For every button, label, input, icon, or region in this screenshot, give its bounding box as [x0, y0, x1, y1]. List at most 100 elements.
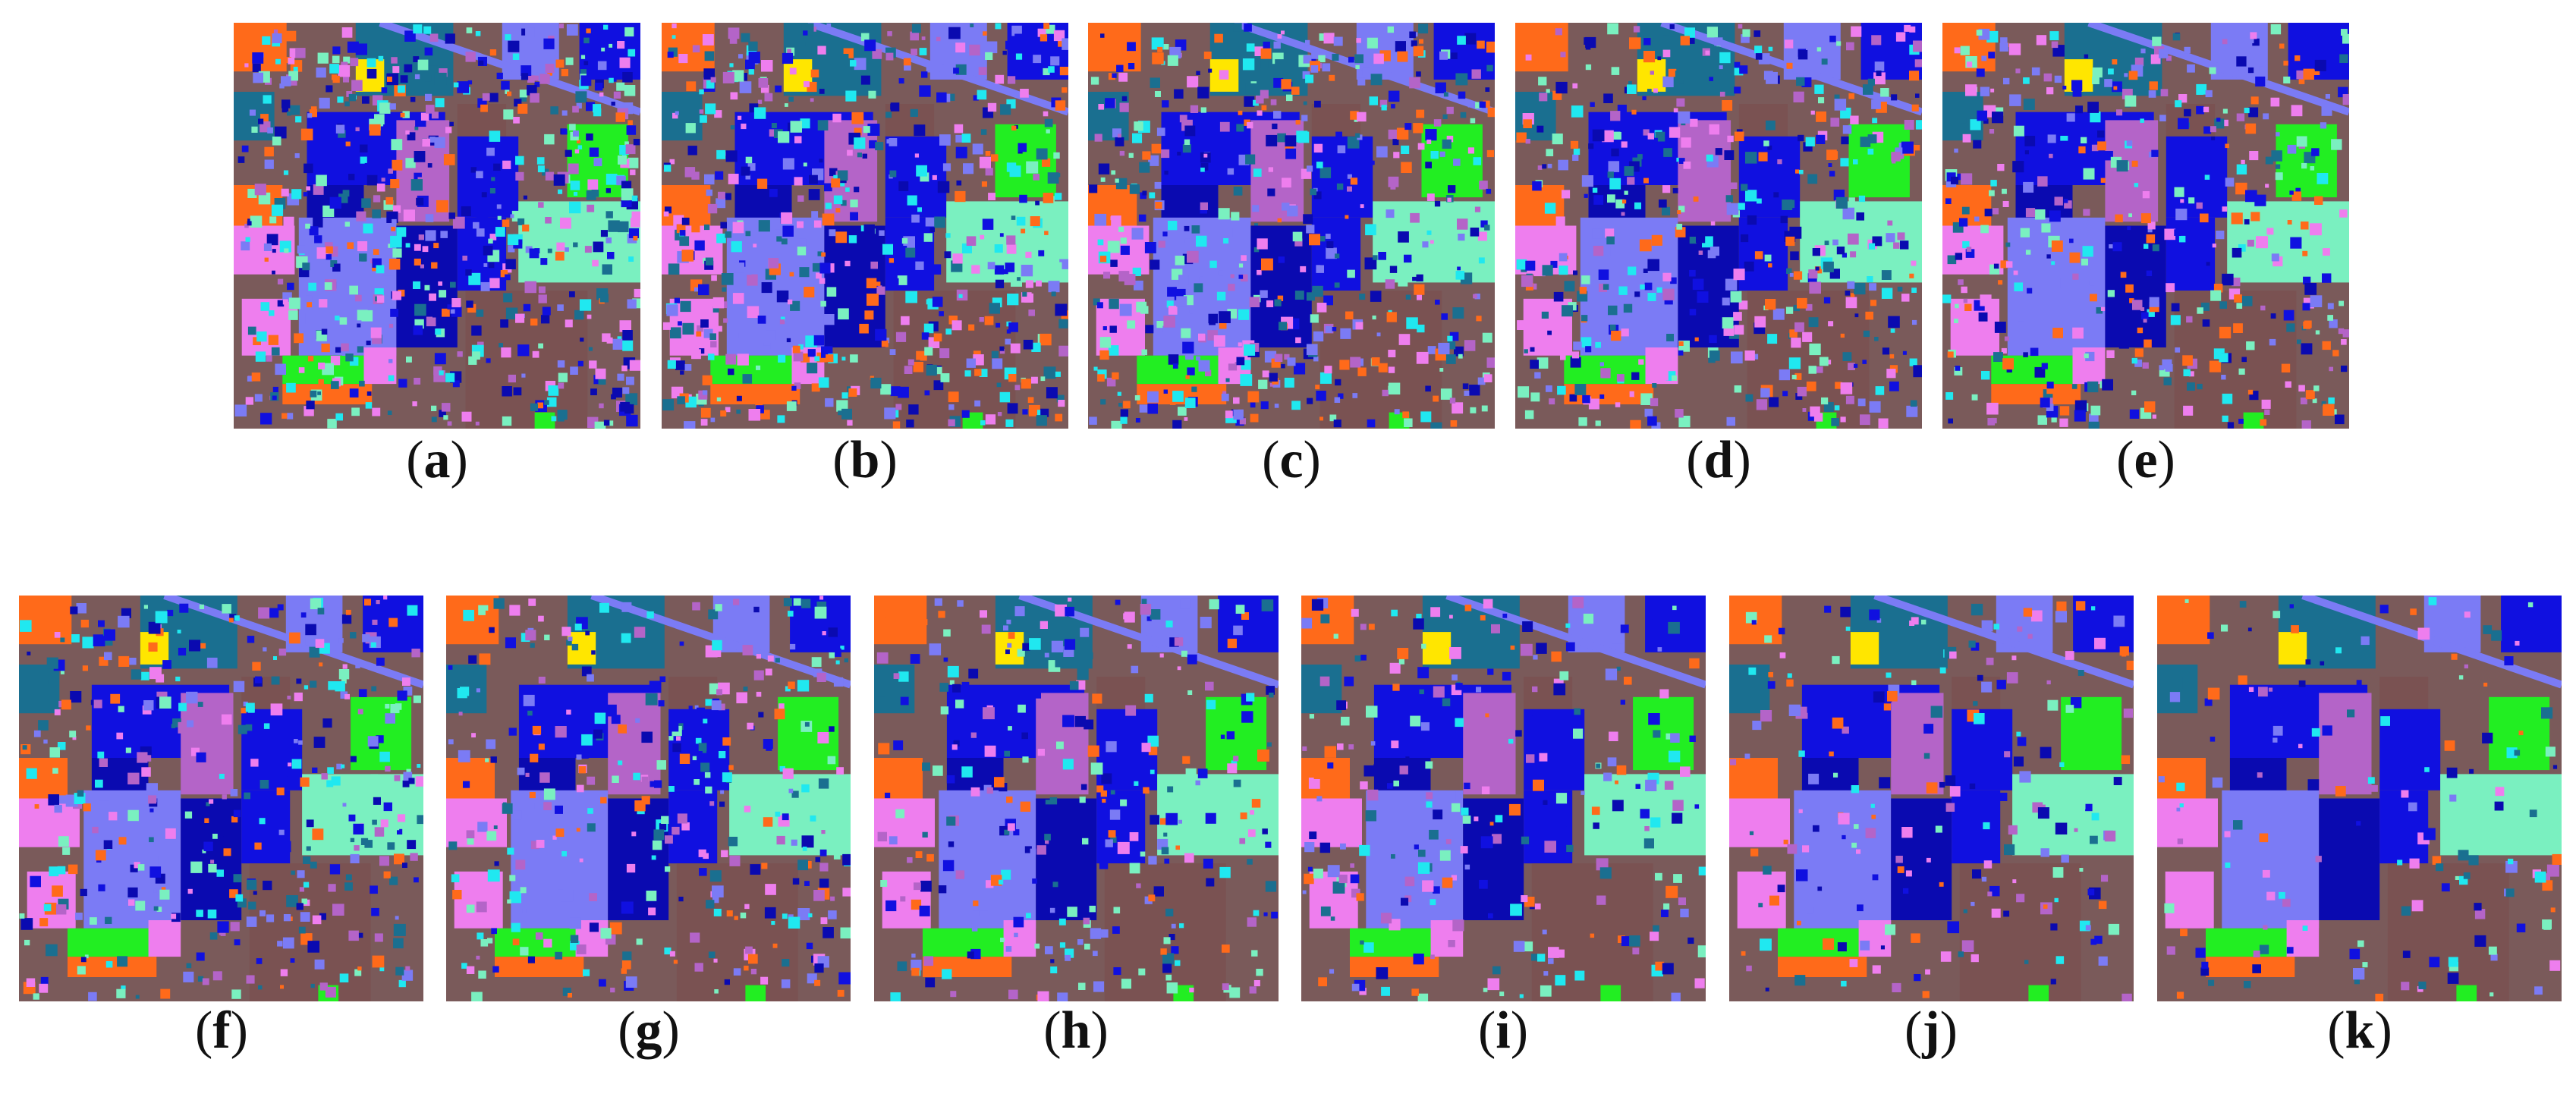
noise-pixel	[790, 121, 802, 133]
noise-pixel	[2001, 347, 2007, 354]
noise-pixel	[946, 775, 955, 784]
noise-pixel	[1241, 711, 1253, 723]
noise-pixel	[322, 363, 334, 376]
noise-pixel	[819, 278, 826, 284]
noise-pixel	[1241, 255, 1247, 261]
noise-pixel	[478, 970, 486, 979]
noise-pixel	[926, 61, 937, 73]
noise-pixel	[1294, 291, 1304, 300]
noise-pixel	[450, 281, 456, 288]
noise-pixel	[1047, 172, 1059, 184]
noise-pixel	[659, 823, 667, 831]
noise-pixel	[2483, 682, 2488, 687]
noise-pixel	[599, 92, 604, 97]
noise-pixel	[1394, 409, 1400, 415]
noise-pixel	[1696, 234, 1706, 244]
noise-pixel	[1351, 888, 1360, 898]
noise-pixel	[2515, 640, 2520, 646]
noise-pixel	[2074, 400, 2087, 412]
noise-pixel	[2200, 302, 2210, 311]
noise-pixel	[1984, 209, 1993, 217]
class-region-pink	[148, 920, 181, 957]
noise-pixel	[878, 285, 882, 290]
noise-pixel	[662, 399, 675, 411]
noise-pixel	[850, 212, 858, 221]
noise-pixel	[1254, 627, 1266, 639]
noise-pixel	[339, 973, 349, 982]
noise-pixel	[247, 326, 256, 335]
noise-pixel	[171, 913, 177, 919]
noise-pixel	[2216, 231, 2225, 240]
noise-pixel	[1111, 215, 1121, 226]
noise-pixel	[938, 611, 945, 618]
noise-pixel	[602, 333, 611, 342]
noise-pixel	[1453, 159, 1461, 166]
noise-pixel	[1779, 369, 1790, 381]
noise-pixel	[348, 174, 355, 181]
noise-pixel	[811, 383, 820, 392]
noise-pixel	[284, 248, 289, 253]
noise-pixel	[1724, 150, 1735, 160]
noise-pixel	[1260, 290, 1268, 298]
noise-pixel	[2341, 365, 2348, 372]
noise-pixel	[1906, 405, 1918, 417]
noise-pixel	[1042, 158, 1051, 167]
noise-pixel	[753, 606, 760, 613]
noise-pixel	[1913, 365, 1922, 378]
noise-pixel	[2410, 608, 2417, 615]
noise-pixel	[423, 26, 432, 34]
noise-pixel	[2177, 838, 2184, 844]
noise-pixel	[1782, 391, 1788, 397]
noise-pixel	[817, 251, 822, 256]
noise-pixel	[494, 861, 499, 866]
noise-pixel	[1258, 379, 1268, 389]
noise-pixel	[1884, 31, 1889, 36]
noise-pixel	[600, 928, 612, 939]
noise-pixel	[1483, 374, 1492, 382]
noise-pixel	[1911, 260, 1917, 266]
noise-pixel	[811, 211, 819, 218]
noise-pixel	[612, 890, 622, 900]
noise-pixel	[2469, 768, 2474, 774]
noise-pixel	[836, 767, 844, 775]
map-image-j	[1729, 596, 2134, 1001]
noise-pixel	[1250, 402, 1256, 408]
noise-pixel	[1165, 974, 1172, 981]
noise-pixel	[310, 861, 317, 869]
noise-pixel	[1096, 302, 1103, 309]
noise-pixel	[524, 281, 536, 294]
noise-pixel	[129, 658, 137, 665]
panel-label: a	[423, 431, 451, 489]
noise-pixel	[628, 228, 639, 238]
noise-pixel	[1099, 337, 1112, 348]
noise-pixel	[1488, 913, 1493, 919]
noise-pixel	[1117, 391, 1121, 396]
noise-pixel	[1871, 814, 1876, 819]
class-region-teal	[1942, 92, 1983, 141]
noise-pixel	[2297, 339, 2301, 344]
noise-pixel	[271, 347, 280, 356]
noise-pixel	[62, 847, 71, 855]
noise-pixel	[600, 230, 608, 237]
noise-pixel	[348, 93, 357, 102]
noise-pixel	[293, 67, 298, 71]
noise-pixel	[1746, 965, 1752, 972]
noise-pixel	[826, 23, 832, 28]
noise-pixel	[310, 390, 317, 398]
noise-pixel	[2529, 809, 2537, 818]
noise-pixel	[417, 764, 421, 768]
noise-pixel	[439, 410, 446, 417]
noise-pixel	[555, 951, 563, 960]
noise-pixel	[634, 288, 640, 297]
noise-pixel	[1389, 662, 1401, 674]
noise-pixel	[1247, 391, 1260, 403]
noise-pixel	[1089, 905, 1096, 913]
noise-pixel	[348, 814, 356, 822]
noise-pixel	[1260, 61, 1269, 68]
noise-pixel	[788, 916, 800, 929]
noise-pixel	[2091, 606, 2096, 611]
noise-pixel	[2131, 390, 2137, 395]
noise-pixel	[691, 171, 700, 180]
noise-pixel	[597, 61, 607, 71]
noise-pixel	[1767, 334, 1778, 344]
